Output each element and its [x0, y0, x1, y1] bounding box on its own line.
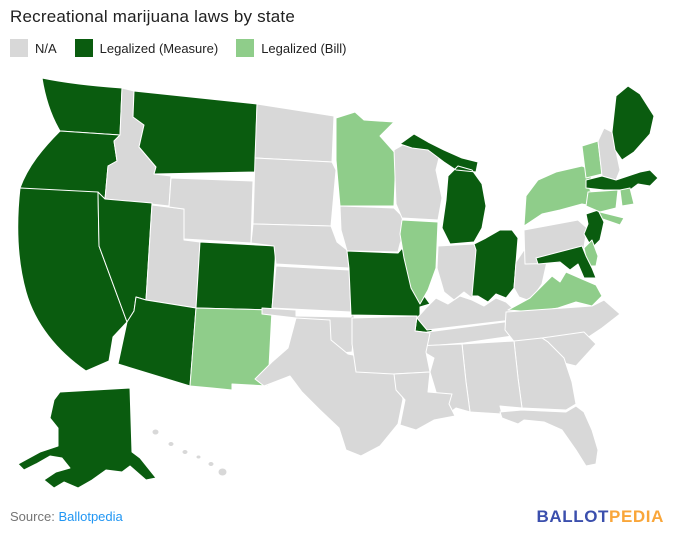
state-ia[interactable]	[339, 205, 405, 253]
state-va[interactable]	[507, 271, 603, 313]
footer-source: Source: Ballotpedia	[10, 509, 123, 524]
ballotpedia-logo: BALLOTPEDIA	[537, 507, 665, 527]
state-al[interactable]	[461, 340, 523, 415]
state-co[interactable]	[195, 241, 277, 311]
state-nm[interactable]	[189, 307, 273, 391]
state-oh[interactable]	[471, 229, 519, 303]
state-la[interactable]	[393, 371, 456, 431]
legend-label-na: N/A	[35, 40, 57, 56]
legend-swatch-na	[10, 39, 28, 57]
legend-item-na: N/A	[10, 39, 57, 57]
legend: N/A Legalized (Measure) Legalized (Bill)	[10, 39, 364, 57]
logo-pedia: PEDIA	[609, 507, 664, 526]
state-in[interactable]	[436, 243, 479, 301]
state-mi[interactable]	[399, 133, 487, 245]
state-mn[interactable]	[335, 111, 397, 207]
state-wa[interactable]	[41, 77, 123, 136]
page-title: Recreational marijuana laws by state	[10, 7, 296, 26]
legend-item-measure: Legalized (Measure)	[74, 39, 219, 57]
state-wy[interactable]	[168, 177, 254, 244]
state-hi[interactable]	[151, 428, 228, 477]
state-ca[interactable]	[17, 187, 128, 372]
state-sd[interactable]	[252, 157, 337, 227]
state-nc[interactable]	[504, 299, 621, 345]
state-fl[interactable]	[499, 405, 599, 467]
source-label: Source:	[10, 509, 55, 524]
state-nj[interactable]	[583, 209, 605, 249]
state-mt[interactable]	[132, 90, 258, 175]
state-ct[interactable]	[585, 189, 619, 213]
source-link[interactable]: Ballotpedia	[58, 509, 123, 524]
state-ma[interactable]	[585, 169, 659, 191]
state-me[interactable]	[611, 85, 655, 161]
state-ak[interactable]	[17, 387, 157, 489]
state-il[interactable]	[399, 219, 439, 305]
legend-label-measure: Legalized (Measure)	[99, 40, 219, 56]
state-nd[interactable]	[254, 103, 335, 163]
legend-item-bill: Legalized (Bill)	[236, 39, 346, 57]
state-md[interactable]	[535, 245, 597, 279]
state-ar[interactable]	[351, 315, 431, 375]
legend-swatch-measure	[74, 39, 93, 57]
state-ks[interactable]	[271, 265, 352, 313]
logo-ballot: BALLOT	[536, 507, 610, 526]
legend-label-bill: Legalized (Bill)	[261, 40, 347, 56]
state-ri[interactable]	[619, 187, 635, 207]
legend-swatch-bill	[236, 39, 255, 57]
